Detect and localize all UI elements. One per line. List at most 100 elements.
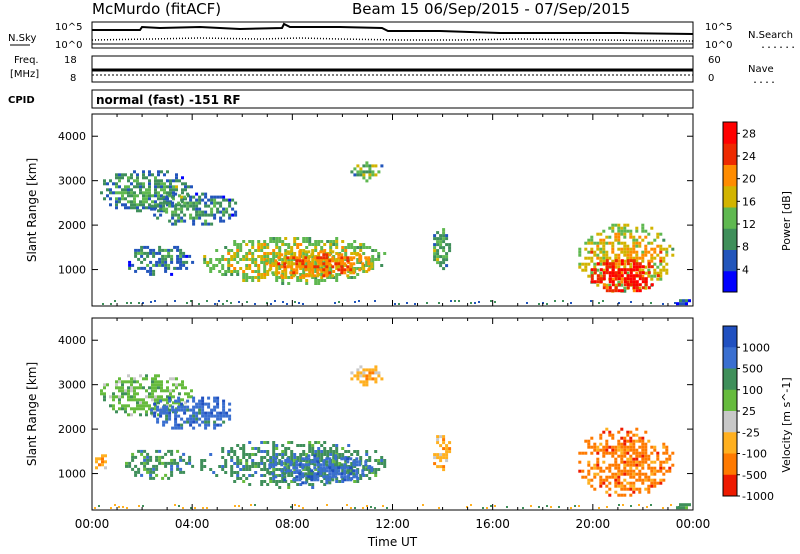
data-cell — [329, 243, 333, 246]
data-cell — [257, 447, 261, 450]
data-cell — [254, 462, 258, 465]
data-cell — [358, 460, 362, 464]
data-cell — [148, 179, 151, 183]
ground-scatter-cell — [102, 303, 104, 305]
data-cell — [213, 420, 217, 424]
data-cell — [133, 380, 136, 384]
data-cell — [272, 258, 276, 261]
data-cell — [617, 472, 621, 476]
data-cell — [169, 392, 172, 396]
data-cell — [172, 191, 175, 195]
data-cell — [195, 411, 199, 415]
data-cell — [190, 389, 193, 393]
data-cell — [305, 453, 309, 456]
data-cell — [442, 438, 446, 442]
data-cell — [175, 383, 178, 387]
data-cell — [295, 478, 299, 482]
data-cell — [641, 223, 645, 227]
data-cell — [103, 383, 106, 387]
data-cell — [593, 442, 597, 446]
data-cell — [332, 240, 336, 243]
data-cell — [195, 210, 199, 214]
data-cell — [343, 262, 347, 266]
data-cell — [227, 261, 231, 264]
data-cell — [623, 487, 627, 491]
data-cell — [605, 451, 609, 455]
data-cell — [133, 398, 136, 402]
data-cell — [281, 444, 285, 447]
data-cell — [611, 223, 615, 227]
data-cell — [131, 455, 135, 459]
data-cell — [682, 299, 685, 303]
data-cell — [356, 164, 360, 168]
data-cell — [293, 471, 297, 474]
data-cell — [248, 258, 252, 261]
data-cell — [662, 466, 666, 470]
data-cell — [164, 260, 168, 264]
data-cell — [356, 173, 360, 177]
data-cell — [632, 289, 636, 293]
data-cell — [161, 257, 165, 261]
data-cell — [325, 259, 329, 263]
ground-scatter-cell — [254, 303, 256, 305]
data-cell — [224, 246, 228, 249]
data-cell — [154, 398, 157, 402]
data-cell — [275, 276, 279, 279]
data-cell — [638, 460, 642, 464]
noise-tick-top-right: 10^5 — [705, 22, 732, 33]
colorbar-swatch — [723, 389, 737, 412]
data-cell — [299, 279, 303, 282]
data-cell — [289, 469, 293, 473]
data-cell — [620, 262, 624, 266]
data-cell — [187, 185, 190, 189]
data-cell — [682, 506, 685, 510]
data-cell — [254, 264, 258, 267]
data-cell — [263, 240, 267, 243]
data-cell — [149, 455, 153, 459]
data-cell — [189, 195, 193, 199]
data-cell — [371, 471, 375, 474]
data-cell — [177, 423, 181, 427]
data-cell — [626, 286, 630, 290]
data-cell — [335, 279, 339, 282]
data-cell — [436, 441, 440, 445]
data-cell — [134, 473, 138, 477]
data-cell — [281, 270, 285, 273]
data-cell — [439, 243, 443, 247]
data-cell — [641, 463, 645, 467]
data-cell — [269, 258, 273, 261]
data-cell — [632, 445, 636, 449]
data-cell — [442, 237, 446, 241]
data-cell — [614, 253, 618, 257]
nave-tick-top: 60 — [708, 55, 721, 66]
data-cell — [611, 265, 615, 269]
data-cell — [587, 442, 591, 446]
data-cell — [115, 173, 118, 177]
data-cell — [614, 274, 618, 278]
data-cell — [174, 222, 178, 226]
data-cell — [213, 426, 217, 430]
data-cell — [632, 490, 636, 494]
data-cell — [659, 271, 663, 275]
data-cell — [371, 377, 375, 381]
data-cell — [638, 454, 642, 458]
data-cell — [296, 237, 300, 240]
data-cell — [335, 447, 339, 450]
data-cell — [623, 277, 627, 281]
data-cell — [298, 478, 302, 482]
data-cell — [151, 173, 154, 177]
data-cell — [626, 448, 630, 452]
data-cell — [251, 246, 255, 249]
data-cell — [201, 198, 205, 202]
data-cell — [578, 460, 582, 464]
data-cell — [160, 380, 163, 384]
data-cell — [179, 263, 183, 267]
data-cell — [352, 460, 356, 464]
data-cell — [136, 179, 139, 183]
data-cell — [177, 426, 181, 430]
data-cell — [659, 277, 663, 281]
data-cell — [319, 256, 323, 260]
data-cell — [186, 204, 190, 208]
data-cell — [227, 258, 231, 261]
